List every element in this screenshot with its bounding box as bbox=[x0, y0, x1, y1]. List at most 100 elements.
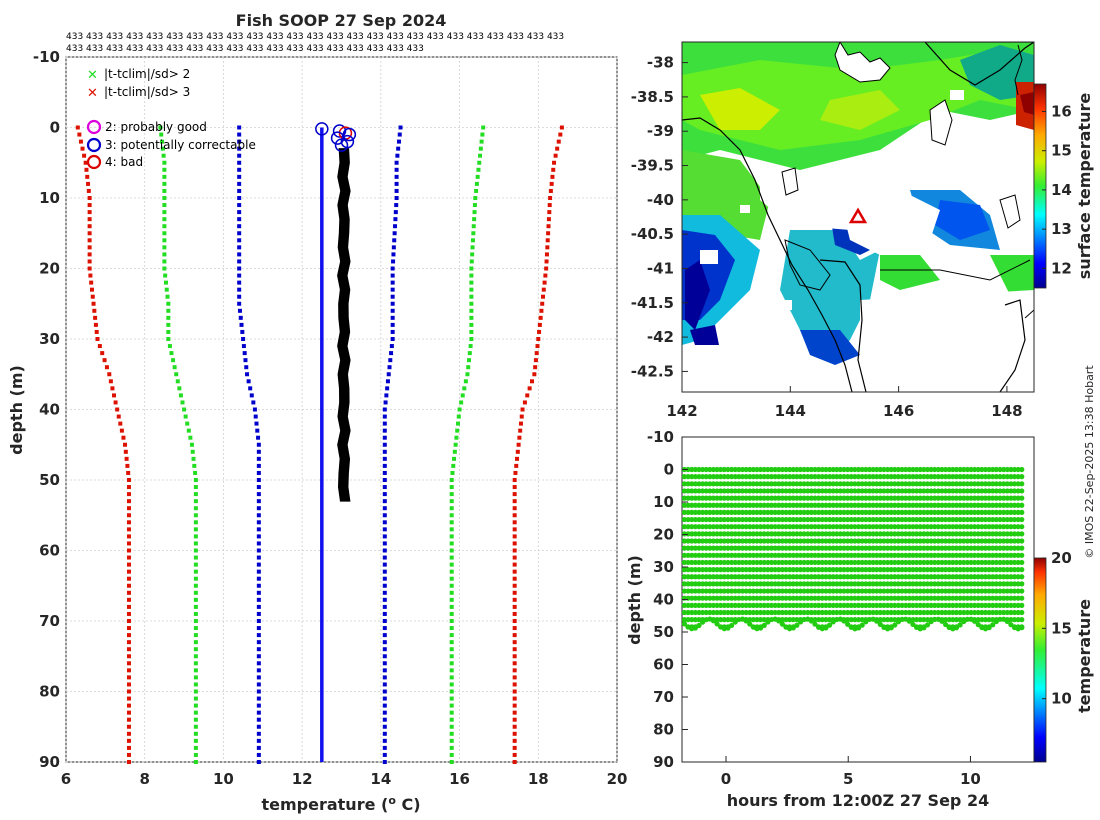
series-clim-2sd-point bbox=[167, 344, 172, 349]
cast-point bbox=[801, 609, 807, 616]
cast-point bbox=[932, 502, 938, 508]
cast-point bbox=[816, 609, 822, 616]
series-clim-1sd-point bbox=[256, 485, 261, 490]
cast-point bbox=[990, 502, 996, 508]
cast-point bbox=[953, 595, 960, 601]
series-clim+2sd-point bbox=[449, 569, 454, 574]
cast-point bbox=[921, 552, 927, 558]
map-y-ticks: -38-38.5-39-39.5-40-40.5-41-41.5-42-42.5 bbox=[631, 54, 674, 381]
series-clim-2sd-point bbox=[166, 301, 171, 306]
series-clim-1sd-point bbox=[256, 513, 261, 518]
cast-point bbox=[758, 574, 764, 580]
cast-point bbox=[866, 474, 873, 480]
series-clim-2sd-point bbox=[193, 752, 198, 757]
cast-point bbox=[776, 552, 782, 558]
cast-point bbox=[884, 538, 891, 544]
cast-point bbox=[903, 502, 909, 508]
cast-point bbox=[997, 531, 1003, 537]
series-clim-2sd-point bbox=[191, 456, 196, 461]
cast-point bbox=[986, 524, 992, 530]
profile-cast-16 bbox=[739, 466, 746, 622]
cast-point bbox=[910, 595, 916, 601]
cast-point bbox=[834, 524, 840, 530]
cast-point bbox=[881, 609, 887, 616]
cast-point bbox=[765, 538, 771, 544]
series-clim-1sd-point bbox=[256, 661, 261, 666]
cast-point bbox=[710, 488, 717, 494]
cast-point bbox=[975, 502, 981, 508]
cast-point bbox=[964, 466, 970, 473]
cast-point bbox=[975, 474, 981, 480]
cast-point bbox=[761, 622, 767, 628]
cast-point bbox=[979, 559, 985, 566]
cast-point bbox=[906, 574, 912, 580]
observed-profile-band bbox=[337, 148, 351, 502]
profile-cast-63 bbox=[910, 466, 916, 628]
cast-point bbox=[816, 567, 822, 573]
cast-point bbox=[932, 595, 938, 601]
series-clim+3sd-point bbox=[512, 569, 517, 574]
cast-point bbox=[834, 488, 840, 494]
series-clim+3sd-point bbox=[545, 238, 550, 243]
cast-point bbox=[895, 545, 902, 551]
cast-point bbox=[935, 552, 941, 558]
cast-point bbox=[812, 474, 818, 480]
series-clim-3sd-point bbox=[126, 710, 131, 715]
cast-point bbox=[736, 466, 742, 473]
map-colorbar bbox=[1033, 83, 1047, 289]
cast-point bbox=[917, 481, 923, 487]
cast-point bbox=[1008, 531, 1014, 537]
cast-point bbox=[721, 559, 727, 566]
cast-point bbox=[892, 509, 898, 515]
cast-point bbox=[787, 509, 793, 515]
cast-point bbox=[837, 595, 844, 601]
cast-point bbox=[830, 552, 836, 558]
profile-cast-26 bbox=[776, 466, 782, 624]
cast-point bbox=[1011, 567, 1018, 573]
cast-point bbox=[946, 574, 952, 580]
cast-point bbox=[903, 466, 909, 473]
series-clim-3sd-point bbox=[125, 463, 130, 468]
cast-point bbox=[758, 595, 764, 601]
cast-point bbox=[913, 588, 920, 594]
cast-point bbox=[957, 495, 963, 501]
series-clim-1sd-point bbox=[256, 717, 261, 722]
dt-y-tick-9: 80 bbox=[653, 721, 674, 739]
cast-point bbox=[758, 581, 764, 587]
cast-point bbox=[906, 588, 912, 594]
cast-point bbox=[913, 559, 920, 566]
cast-point bbox=[768, 574, 775, 580]
cast-point bbox=[888, 602, 894, 608]
cast-point bbox=[689, 552, 695, 558]
cast-point bbox=[913, 466, 920, 473]
series-clim+3sd-point bbox=[544, 266, 549, 271]
series-clim+1sd-point bbox=[398, 125, 403, 130]
cast-point bbox=[765, 619, 771, 625]
cast-point bbox=[997, 581, 1003, 587]
cast-point bbox=[801, 524, 807, 530]
series-clim+2sd-point bbox=[449, 661, 454, 666]
profile-cast-32 bbox=[797, 466, 804, 625]
cast-point bbox=[903, 516, 909, 523]
cast-point bbox=[990, 516, 996, 523]
series-clim-3sd-point bbox=[126, 576, 131, 581]
cast-point bbox=[743, 488, 749, 494]
depth-time-x-ticks: 0 5 10 bbox=[721, 756, 981, 788]
cast-point bbox=[982, 581, 989, 587]
cast-point bbox=[895, 602, 902, 608]
cast-point bbox=[765, 531, 771, 537]
cast-point bbox=[834, 545, 840, 551]
cast-point bbox=[772, 516, 778, 523]
series-clim-3sd-point bbox=[126, 555, 131, 560]
cast-point bbox=[794, 588, 800, 594]
cast-point bbox=[714, 602, 720, 608]
cast-point bbox=[725, 595, 731, 601]
cast-point bbox=[710, 609, 717, 616]
cast-point bbox=[993, 509, 999, 515]
cast-point bbox=[736, 588, 742, 594]
series-clim-1sd-point bbox=[240, 329, 245, 334]
series-clim+1sd-point bbox=[382, 668, 387, 673]
cast-point bbox=[855, 509, 862, 515]
